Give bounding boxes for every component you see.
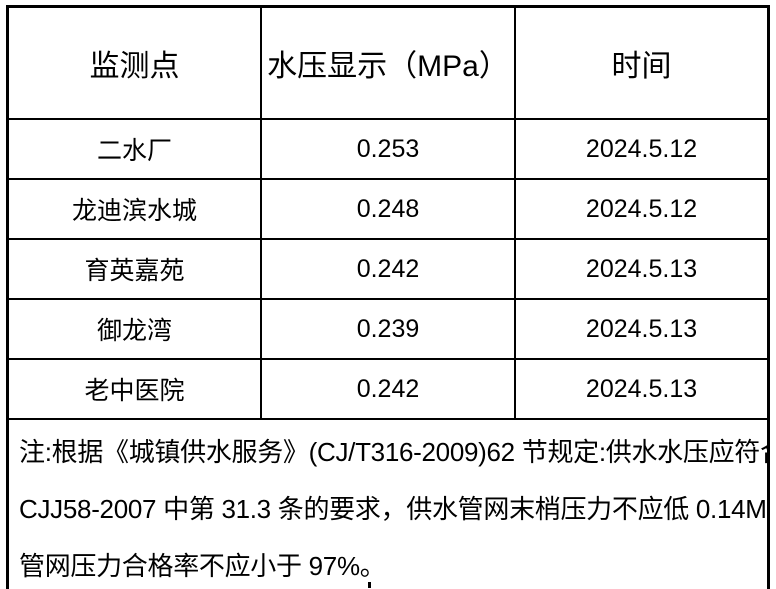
water-pressure-table: 监测点 水压显示（MPa） 时间 二水厂 0.253 2024.5.12 龙迪滨…	[6, 5, 770, 589]
header-pressure-mpa: 水压显示（MPa）	[259, 5, 517, 120]
table-row: 御龙湾 0.239 2024.5.13	[6, 298, 770, 360]
cell-date: 2024.5.13	[514, 298, 770, 360]
table-row: 龙迪滨水城 0.248 2024.5.12	[6, 178, 770, 240]
cell-point: 育英嘉苑	[6, 238, 262, 300]
cell-point: 龙迪滨水城	[6, 178, 262, 240]
header-time: 时间	[514, 5, 770, 120]
cell-point: 二水厂	[6, 118, 262, 180]
cell-pressure: 0.242	[259, 238, 517, 300]
cell-date: 2024.5.12	[514, 118, 770, 180]
cell-pressure: 0.248	[259, 178, 517, 240]
stray-mark	[368, 582, 371, 588]
header-monitoring-point: 监测点	[6, 5, 262, 120]
cell-date: 2024.5.13	[514, 358, 770, 420]
cell-point: 老中医院	[6, 358, 262, 420]
regulation-note: 注:根据《城镇供水服务》(CJ/T316-2009)62 节规定:供水水压应符合…	[6, 418, 770, 589]
note-row: 注:根据《城镇供水服务》(CJ/T316-2009)62 节规定:供水水压应符合…	[6, 418, 770, 589]
cell-pressure: 0.253	[259, 118, 517, 180]
note-line-1: 注:根据《城镇供水服务》(CJ/T316-2009)62 节规定:供水水压应符合	[19, 437, 769, 467]
table-row: 老中医院 0.242 2024.5.13	[6, 358, 770, 420]
table-row: 二水厂 0.253 2024.5.12	[6, 118, 770, 180]
cell-point: 御龙湾	[6, 298, 262, 360]
table-row: 育英嘉苑 0.242 2024.5.13	[6, 238, 770, 300]
note-line-2: CJJ58-2007 中第 31.3 条的要求，供水管网末梢压力不应低 0.14…	[19, 494, 769, 524]
cell-pressure: 0.239	[259, 298, 517, 360]
cell-date: 2024.5.12	[514, 178, 770, 240]
note-line-3: 管网压力合格率不应小于 97%。	[19, 551, 386, 581]
table-header-row: 监测点 水压显示（MPa） 时间	[6, 5, 770, 120]
cell-date: 2024.5.13	[514, 238, 770, 300]
cell-pressure: 0.242	[259, 358, 517, 420]
